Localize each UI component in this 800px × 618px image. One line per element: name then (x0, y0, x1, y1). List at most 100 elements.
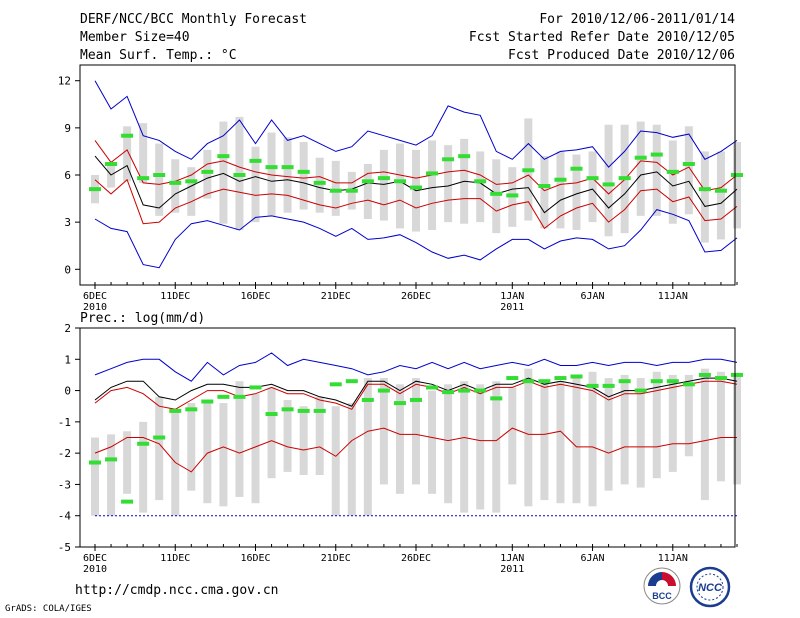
spread-box (155, 397, 163, 500)
spread-box (91, 438, 99, 516)
forecast-marker (651, 153, 663, 157)
forecast-marker (298, 409, 310, 413)
y-tick-label: 6 (64, 169, 71, 182)
y-tick-label: 12 (58, 75, 71, 88)
forecast-figure: DERF/NCC/BCC Monthly Forecast Member Siz… (0, 0, 800, 618)
x-tick-label: 1JAN (500, 291, 524, 302)
forecast-marker (619, 176, 631, 180)
forecast-marker (474, 389, 486, 393)
spread-box (573, 375, 581, 503)
forecast-marker (250, 159, 262, 163)
ncc-logo-text: NCC (698, 582, 723, 594)
forecast-marker (426, 385, 438, 389)
bcc-logo: BCC (642, 566, 682, 606)
panel-precipitation: -5-4-3-2-10126DEC 11DEC 16DEC 21DEC 26DEC 1JA… (58, 322, 743, 575)
forecast-marker (667, 379, 679, 383)
spread-box (412, 378, 420, 484)
x-tick-label: 26DEC (401, 553, 431, 564)
spread-box (556, 381, 564, 503)
forecast-marker (506, 376, 518, 380)
forecast-marker (635, 389, 647, 393)
forecast-marker (105, 457, 117, 461)
x-year-label: 2011 (500, 302, 524, 313)
precip-variable-label: Prec.: log(mm/d) (80, 311, 205, 326)
spread-box (540, 381, 548, 500)
forecast-marker (201, 400, 213, 404)
y-tick-label: -5 (58, 541, 71, 554)
spread-box (476, 384, 484, 509)
spread-box (524, 369, 532, 507)
forecast-marker (571, 374, 583, 378)
forecast-marker (266, 412, 278, 416)
spread-box (669, 375, 677, 472)
spread-box (492, 381, 500, 512)
ncc-logo: NCC (687, 566, 733, 608)
forecast-marker (282, 165, 294, 169)
y-tick-label: 1 (64, 353, 71, 366)
y-tick-label: -3 (58, 478, 71, 491)
spread-box (187, 403, 195, 491)
forecast-marker (522, 168, 534, 172)
forecast-marker (233, 173, 245, 177)
spread-box (444, 145, 452, 222)
x-tick-label: 16DEC (240, 291, 270, 302)
spread-box (268, 387, 276, 478)
spread-box (428, 391, 436, 494)
forecast-marker (490, 396, 502, 400)
forecast-marker (587, 384, 599, 388)
x-tick-label: 26DEC (401, 291, 431, 302)
spread-box (219, 403, 227, 506)
forecast-marker (587, 176, 599, 180)
spread-box (284, 137, 292, 212)
spread-box (717, 151, 725, 239)
spread-box (589, 151, 597, 222)
chart-canvas: 0369126DEC 11DEC 16DEC 21DEC 26DEC 1JAN 6JAN 11… (0, 0, 800, 618)
spread-box (428, 140, 436, 230)
forecast-marker (490, 192, 502, 196)
spread-box (717, 372, 725, 482)
spread-box (733, 375, 741, 485)
source-url[interactable]: http://cmdp.ncc.cma.gov.cn (75, 583, 279, 598)
grads-credit: GrADS: COLA/IGES (5, 604, 92, 614)
forecast-marker (153, 173, 165, 177)
x-year-label: 2011 (500, 564, 524, 575)
x-tick-label: 6JAN (581, 553, 605, 564)
forecast-marker (378, 176, 390, 180)
forecast-marker (603, 182, 615, 186)
x-tick-label: 11DEC (160, 291, 190, 302)
forecast-marker (442, 157, 454, 161)
spread-box (637, 122, 645, 216)
forecast-marker (250, 385, 262, 389)
forecast-marker (619, 379, 631, 383)
forecast-marker (282, 407, 294, 411)
spread-box (364, 164, 372, 219)
forecast-marker (635, 156, 647, 160)
spread-box (460, 381, 468, 512)
forecast-marker (105, 162, 117, 166)
forecast-marker (522, 379, 534, 383)
forecast-marker (169, 181, 181, 185)
forecast-marker (651, 379, 663, 383)
forecast-marker (715, 189, 727, 193)
spread-box (733, 142, 741, 228)
spread-box (653, 125, 661, 216)
forecast-marker (153, 436, 165, 440)
forecast-marker (571, 167, 583, 171)
forecast-marker (201, 170, 213, 174)
spread-box (203, 150, 211, 199)
forecast-marker (137, 176, 149, 180)
forecast-marker (699, 187, 711, 191)
y-tick-label: 0 (64, 263, 71, 276)
spread-box (332, 406, 340, 516)
forecast-marker (458, 154, 470, 158)
spread-box (300, 406, 308, 475)
x-year-label: 2010 (83, 564, 107, 575)
forecast-marker (137, 442, 149, 446)
bcc-logo-text: BCC (652, 591, 672, 601)
spread-box (380, 378, 388, 484)
spread-box (637, 378, 645, 488)
forecast-marker (362, 179, 374, 183)
forecast-marker (89, 187, 101, 191)
forecast-marker (330, 382, 342, 386)
y-tick-label: -1 (58, 416, 71, 429)
